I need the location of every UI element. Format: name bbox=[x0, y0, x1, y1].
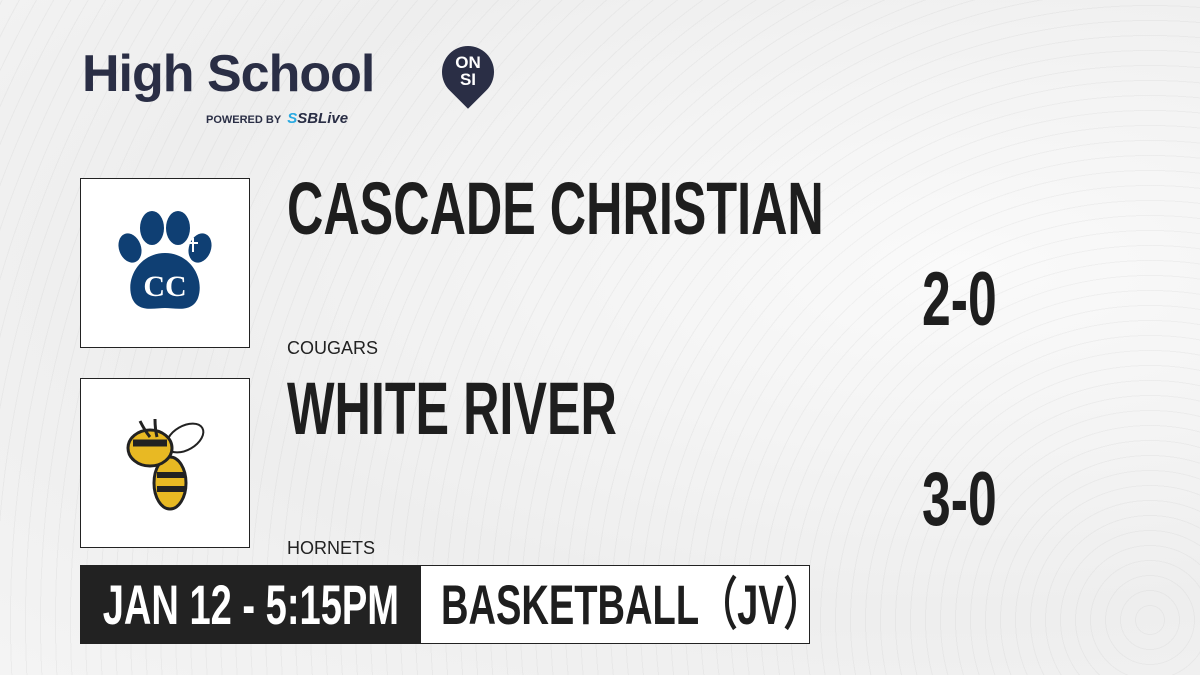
team-record: 2-0 bbox=[922, 262, 1032, 338]
team-record: 3-0 bbox=[922, 462, 1032, 538]
game-sport: BASKETBALL（JV） bbox=[421, 566, 1001, 643]
team-logo-cascade: CC bbox=[80, 178, 250, 348]
svg-text:CC: CC bbox=[143, 270, 186, 303]
team-name: CASCADE CHRISTIAN bbox=[287, 172, 1076, 246]
team-name-text: CASCADE CHRISTIAN bbox=[287, 167, 824, 250]
sblive-mark-icon: S bbox=[287, 110, 298, 127]
badge-text: ON SI bbox=[448, 54, 488, 88]
paw-cc-icon: CC bbox=[118, 211, 212, 309]
brand-title: High School bbox=[82, 45, 375, 103]
team-mascot: HORNETS bbox=[287, 538, 376, 558]
team-record-text: 3-0 bbox=[922, 457, 997, 542]
badge-bottom: SI bbox=[459, 70, 477, 89]
team-mascot: COUGARS bbox=[287, 338, 379, 358]
high-school-on-si-logo: High School ON SI POWERED BY SSBLive bbox=[82, 35, 505, 127]
team-logo-white-river bbox=[80, 378, 250, 548]
partner-name: SBLive bbox=[297, 110, 349, 127]
game-datetime: JAN 12 - 5:15PM bbox=[81, 566, 421, 643]
powered-by: POWERED BY SSBLive bbox=[206, 110, 348, 127]
game-datetime-text: JAN 12 - 5:15PM bbox=[102, 572, 400, 636]
badge-top: ON bbox=[455, 53, 481, 72]
game-sport-text: BASKETBALL（JV） bbox=[441, 572, 822, 636]
hornet-icon bbox=[126, 418, 205, 511]
sblive-logo: SSBLive bbox=[287, 110, 348, 127]
team-record-text: 2-0 bbox=[922, 257, 997, 342]
game-info-bar: JAN 12 - 5:15PM BASKETBALL（JV） bbox=[80, 565, 822, 644]
team-name-text: WHITE RIVER bbox=[287, 367, 617, 450]
team-name: WHITE RIVER bbox=[287, 372, 772, 446]
powered-by-label: POWERED BY bbox=[206, 114, 282, 126]
